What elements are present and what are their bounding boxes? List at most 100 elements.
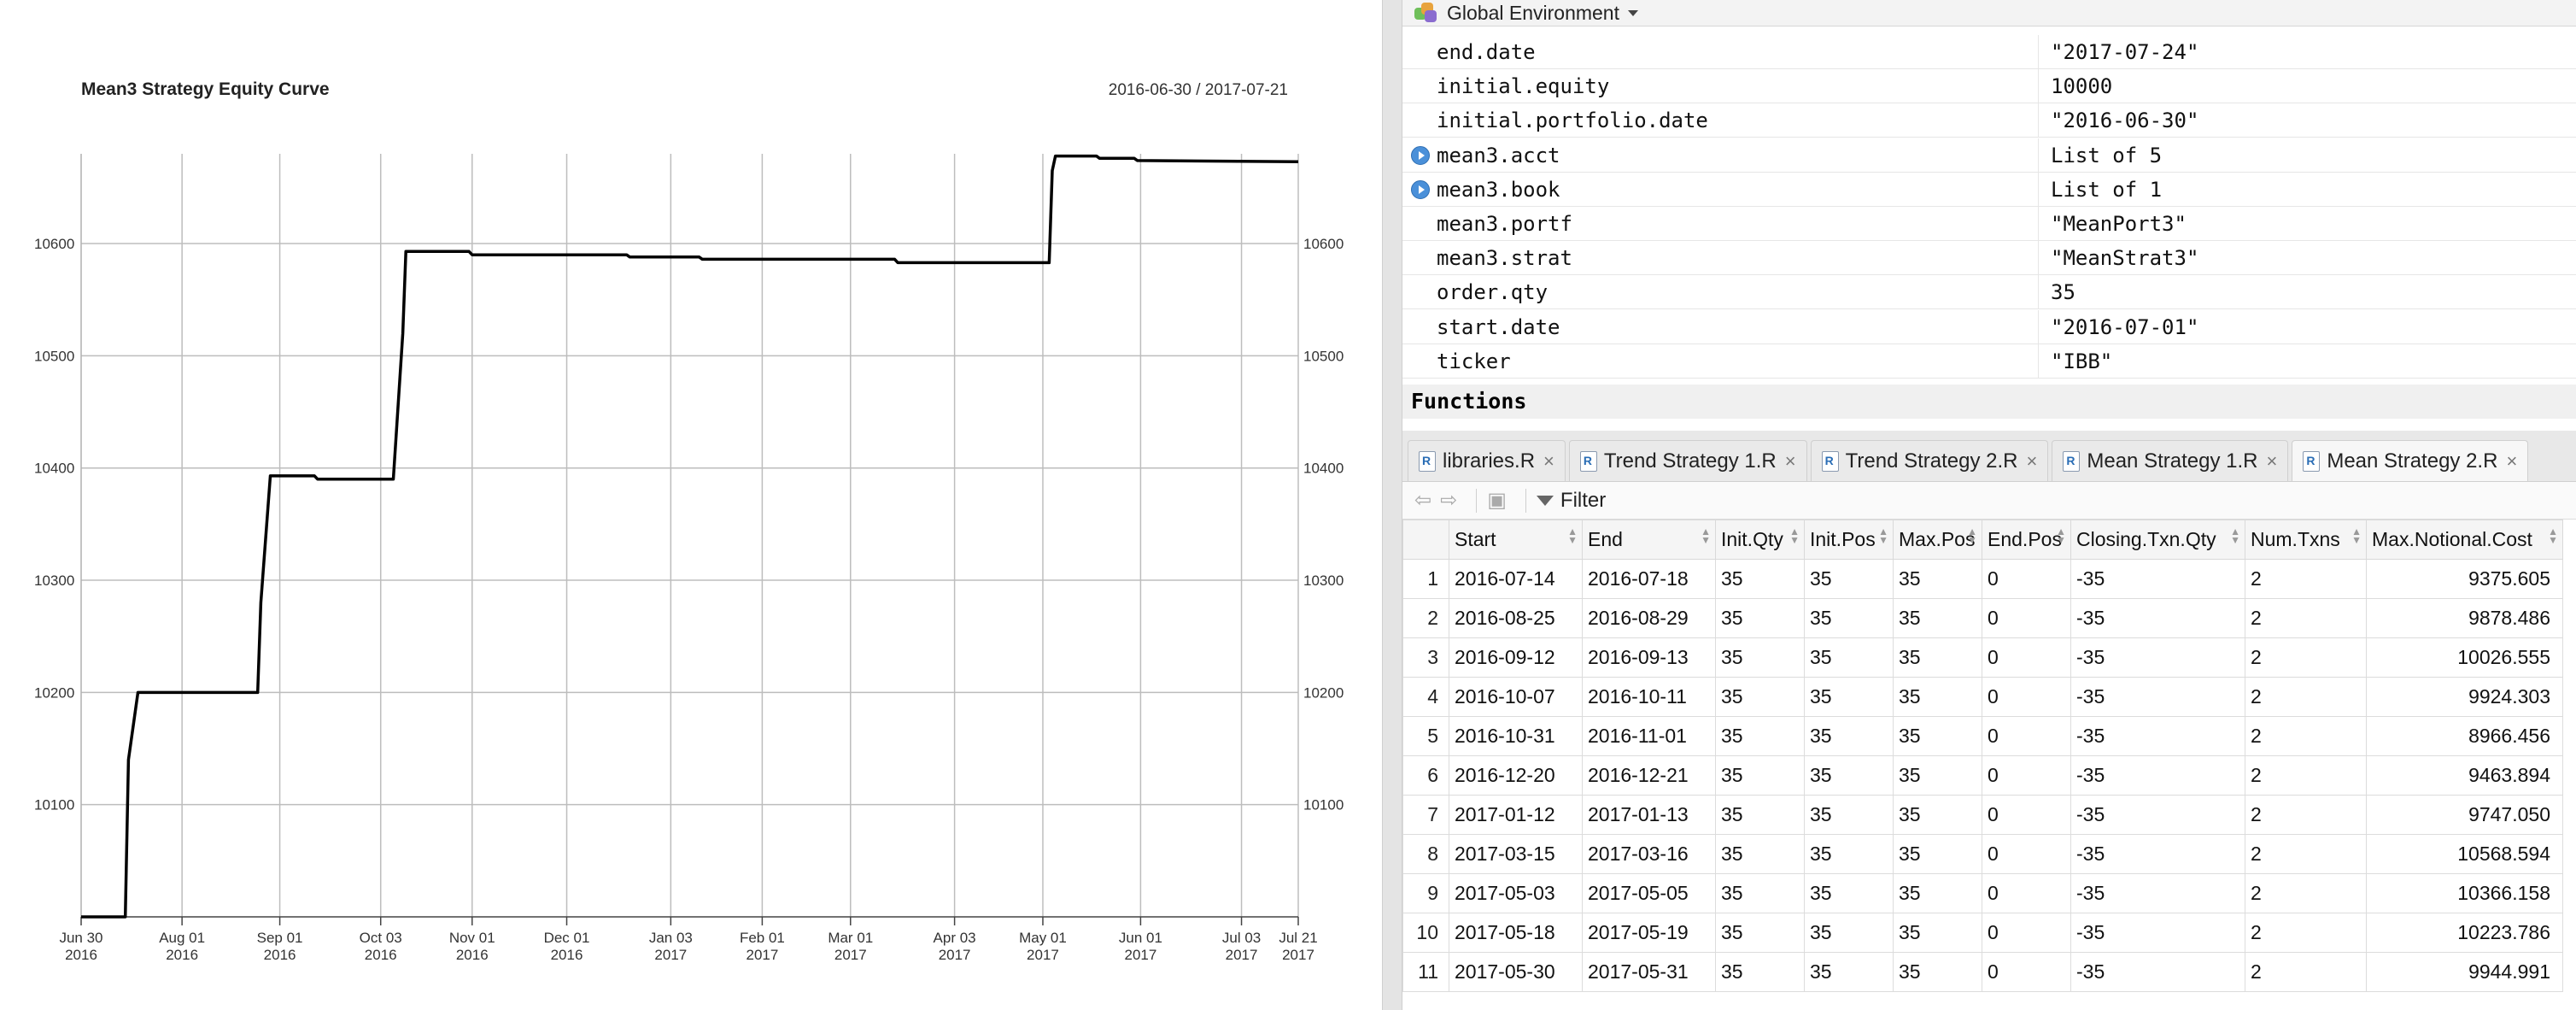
column-header-init-pos[interactable]: Init.Pos ▲ ▼: [1804, 520, 1894, 560]
table-cell: 0: [1982, 755, 2071, 796]
table-row[interactable]: 4 2016-10-07 2016-10-11 35 35 35 0 -35 2 9924.303: [1402, 677, 2563, 717]
tab-mean-strategy-1-r[interactable]: Mean Strategy 1.R ×: [2052, 440, 2289, 481]
env-row-mean3-acct[interactable]: mean3.acct List of 5: [1402, 138, 2576, 173]
table-cell: 35: [1804, 559, 1894, 599]
sort-icon[interactable]: ▲ ▼: [1967, 526, 1977, 546]
env-var-name: initial.equity: [1437, 74, 1610, 99]
r-file-icon: [2303, 450, 2321, 472]
tab-trend-strategy-2-r[interactable]: Trend Strategy 2.R ×: [1810, 440, 2049, 481]
table-cell: 9463.894: [2366, 755, 2563, 796]
table-cell: 9924.303: [2366, 677, 2563, 717]
table-cell: 2: [2245, 873, 2367, 913]
expand-arrow-icon[interactable]: [1411, 179, 1430, 199]
table-cell: 10223.786: [2366, 913, 2563, 953]
column-header-end-pos[interactable]: End.Pos ▲ ▼: [1982, 520, 2071, 560]
table-cell: 2016-08-29: [1582, 598, 1716, 638]
table-row[interactable]: 5 2016-10-31 2016-11-01 35 35 35 0 -35 2 8966.456: [1402, 716, 2563, 756]
sort-icon[interactable]: ▲ ▼: [1701, 526, 1711, 546]
sort-icon[interactable]: ▲ ▼: [1878, 526, 1888, 546]
table-cell: 2016-11-01: [1582, 716, 1716, 756]
table-cell: 10568.594: [2366, 834, 2563, 874]
x-tick-label: Apr 03: [934, 930, 976, 946]
y-tick-label-right: 10500: [1303, 348, 1344, 364]
table-cell: 35: [1715, 834, 1805, 874]
env-row-ticker[interactable]: ticker "IBB": [1402, 344, 2576, 379]
environment-selector[interactable]: Global Environment: [1402, 0, 2576, 26]
close-icon[interactable]: ×: [2506, 449, 2518, 472]
table-cell: 35: [1804, 598, 1894, 638]
table-cell: 35: [1804, 873, 1894, 913]
back-arrow-icon[interactable]: ⇦: [1414, 489, 1432, 512]
env-var-value: "2016-06-30": [2051, 109, 2199, 133]
env-row-mean3-book[interactable]: mean3.book List of 1: [1402, 172, 2576, 207]
table-cell: 10366.158: [2366, 873, 2563, 913]
close-icon[interactable]: ×: [2026, 449, 2038, 472]
env-var-name: end.date: [1437, 40, 1536, 64]
table-row[interactable]: 6 2016-12-20 2016-12-21 35 35 35 0 -35 2 9463.894: [1402, 755, 2563, 796]
editor-pane: libraries.R×Trend Strategy 1.R×Trend Str…: [1402, 431, 2576, 1010]
sort-icon[interactable]: ▲ ▼: [2351, 526, 2362, 546]
table-cell: 2017-05-18: [1449, 913, 1583, 953]
tab-trend-strategy-1-r[interactable]: Trend Strategy 1.R ×: [1568, 440, 1807, 481]
env-row-end-date[interactable]: end.date "2017-07-24": [1402, 35, 2576, 69]
env-row-start-date[interactable]: start.date "2016-07-01": [1402, 309, 2576, 344]
env-row-initial-portfolio-date[interactable]: initial.portfolio.date "2016-06-30": [1402, 103, 2576, 138]
table-row[interactable]: 10 2017-05-18 2017-05-19 35 35 35 0 -35 2 10223.7…: [1402, 913, 2563, 953]
column-header-end[interactable]: End ▲ ▼: [1582, 520, 1716, 560]
row-number: 5: [1402, 716, 1449, 756]
column-header-num-txns[interactable]: Num.Txns ▲ ▼: [2245, 520, 2367, 560]
tab-mean-strategy-2-r[interactable]: Mean Strategy 2.R ×: [2292, 440, 2529, 481]
sort-icon[interactable]: ▲ ▼: [2230, 526, 2240, 546]
column-divider: [2038, 35, 2039, 69]
table-cell: 0: [1982, 716, 2071, 756]
table-row[interactable]: 3 2016-09-12 2016-09-13 35 35 35 0 -35 2 10026.55…: [1402, 637, 2563, 678]
table-cell: 0: [1982, 913, 2071, 953]
sort-icon[interactable]: ▲ ▼: [1567, 526, 1578, 546]
close-icon[interactable]: ×: [2266, 449, 2278, 472]
env-row-initial-equity[interactable]: initial.equity 10000: [1402, 69, 2576, 104]
sort-icon[interactable]: ▲ ▼: [2056, 526, 2066, 546]
table-row[interactable]: 11 2017-05-30 2017-05-31 35 35 35 0 -35 2 9944.99…: [1402, 952, 2563, 992]
column-divider: [2038, 309, 2039, 344]
y-tick-label-left: 10300: [34, 573, 74, 589]
trades-table: Start ▲ ▼ End ▲ ▼ Init.Qty ▲ ▼ Init.Pos ▲ ▼ Max.Pos ▲…: [1402, 520, 2563, 992]
expand-arrow-icon[interactable]: [1411, 145, 1430, 165]
env-row-order-qty[interactable]: order.qty 35: [1402, 275, 2576, 310]
table-row[interactable]: 1 2016-07-14 2016-07-18 35 35 35 0 -35 2 9375.605: [1402, 559, 2563, 599]
column-header-init-qty[interactable]: Init.Qty ▲ ▼: [1715, 520, 1805, 560]
close-icon[interactable]: ×: [1543, 449, 1554, 472]
table-row[interactable]: 8 2017-03-15 2017-03-16 35 35 35 0 -35 2 10568.59…: [1402, 834, 2563, 874]
editor-tabbar: libraries.R×Trend Strategy 1.R×Trend Str…: [1402, 431, 2576, 482]
tab-label: Mean Strategy 1.R: [2087, 449, 2258, 473]
sort-icon[interactable]: ▲ ▼: [1789, 526, 1800, 546]
column-header-closing-txn-qty[interactable]: Closing.Txn.Qty ▲ ▼: [2070, 520, 2245, 560]
table-row[interactable]: 9 2017-05-03 2017-05-05 35 35 35 0 -35 2 10366.15…: [1402, 873, 2563, 913]
x-tick-year-label: 2017: [834, 947, 867, 963]
table-row[interactable]: 2 2016-08-25 2016-08-29 35 35 35 0 -35 2 9878.486: [1402, 598, 2563, 638]
x-tick-label: Oct 03: [360, 930, 402, 946]
table-cell: 35: [1804, 795, 1894, 835]
env-var-value: "MeanStrat3": [2051, 246, 2199, 271]
table-cell: 2016-10-31: [1449, 716, 1583, 756]
env-row-mean3-strat[interactable]: mean3.strat "MeanStrat3": [1402, 241, 2576, 276]
table-cell: 35: [1893, 716, 1982, 756]
column-header-label: Max.Notional.Cost: [2372, 528, 2532, 550]
pane-splitter[interactable]: [1382, 0, 1402, 1010]
filter-button[interactable]: Filter: [1536, 489, 1606, 513]
sort-icon[interactable]: ▲ ▼: [2548, 526, 2558, 546]
env-row-mean3-portf[interactable]: mean3.portf "MeanPort3": [1402, 207, 2576, 241]
table-cell: 2: [2245, 755, 2367, 796]
x-tick-label: May 01: [1019, 930, 1067, 946]
tab-libraries-r[interactable]: libraries.R ×: [1408, 440, 1566, 481]
table-row[interactable]: 7 2017-01-12 2017-01-13 35 35 35 0 -35 2 9747.050: [1402, 795, 2563, 835]
column-divider: [2038, 103, 2039, 138]
close-icon[interactable]: ×: [1784, 449, 1796, 472]
column-header-start[interactable]: Start ▲ ▼: [1449, 520, 1583, 560]
column-header-max-pos[interactable]: Max.Pos ▲ ▼: [1893, 520, 1982, 560]
table-cell: -35: [2070, 795, 2245, 835]
popout-window-icon[interactable]: ▣: [1487, 489, 1507, 512]
column-header-max-notional-cost[interactable]: Max.Notional.Cost ▲ ▼: [2366, 520, 2563, 560]
table-cell: 35: [1893, 913, 1982, 953]
r-file-icon: [1821, 450, 1839, 472]
forward-arrow-icon[interactable]: ⇨: [1440, 489, 1458, 512]
